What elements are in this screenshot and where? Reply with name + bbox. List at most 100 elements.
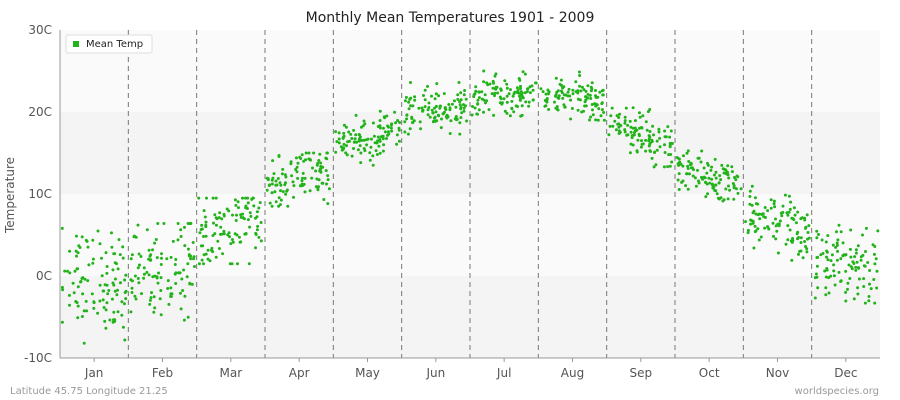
data-point (849, 255, 853, 259)
data-point (81, 276, 85, 280)
data-point (776, 251, 780, 255)
data-point (204, 223, 208, 227)
data-point (208, 259, 212, 263)
data-point (430, 94, 433, 98)
data-point (869, 287, 873, 291)
data-point (817, 233, 820, 236)
data-point (151, 275, 155, 279)
data-point (68, 271, 72, 275)
data-point (211, 196, 215, 200)
data-point (325, 182, 328, 186)
data-point (406, 132, 410, 136)
data-point (334, 150, 338, 154)
data-point (722, 171, 726, 175)
data-point (434, 104, 438, 108)
x-tick-label: Aug (561, 366, 584, 380)
data-point (448, 106, 452, 110)
data-point (588, 93, 592, 97)
data-point (75, 254, 78, 258)
data-point (861, 233, 864, 237)
data-point (727, 176, 731, 180)
data-point (419, 127, 423, 131)
data-point (539, 87, 543, 91)
data-point (166, 287, 170, 290)
data-point (317, 159, 321, 162)
data-point (347, 130, 351, 134)
data-point (805, 247, 809, 251)
data-point (854, 248, 858, 252)
data-point (652, 165, 656, 169)
data-point (836, 238, 840, 242)
data-point (155, 276, 159, 280)
data-point (192, 255, 196, 259)
data-point (789, 200, 793, 204)
data-point (650, 138, 654, 142)
y-tick-label: 30C (28, 23, 52, 37)
data-point (366, 137, 370, 141)
data-point (156, 281, 160, 285)
data-point (857, 277, 861, 281)
x-tick-label: Oct (699, 366, 720, 380)
data-point (623, 121, 627, 125)
data-point (344, 151, 348, 155)
data-point (153, 306, 157, 310)
data-point (423, 88, 427, 92)
y-axis-label: Temperature (3, 157, 17, 234)
data-point (846, 287, 849, 291)
data-point (647, 139, 651, 143)
data-point (805, 213, 809, 217)
data-point (566, 94, 570, 98)
data-point (663, 151, 667, 154)
data-point (744, 220, 747, 224)
data-point (518, 94, 521, 98)
data-point (295, 170, 299, 174)
data-point (631, 106, 635, 110)
data-point (120, 313, 124, 317)
data-point (117, 238, 121, 242)
data-point (480, 90, 484, 94)
data-point (405, 113, 409, 117)
data-point (426, 113, 430, 117)
data-point (84, 299, 88, 303)
data-point (371, 121, 375, 125)
data-point (657, 130, 661, 134)
data-point (688, 172, 691, 176)
data-point (477, 96, 481, 100)
data-point (315, 163, 319, 167)
data-point (133, 274, 137, 278)
data-point (362, 138, 366, 142)
data-point (774, 217, 777, 221)
data-point (707, 176, 711, 180)
data-point (133, 294, 137, 298)
data-point (423, 105, 427, 109)
data-point (198, 231, 202, 235)
data-point (640, 126, 644, 130)
data-point (724, 187, 728, 191)
data-point (714, 170, 718, 174)
data-point (74, 249, 78, 253)
data-point (477, 108, 481, 112)
data-point (408, 97, 412, 101)
data-point (358, 135, 362, 139)
data-point (459, 98, 463, 102)
data-point (60, 320, 64, 324)
legend-swatch (73, 41, 79, 47)
data-point (792, 206, 796, 210)
data-point (255, 210, 259, 214)
data-point (348, 139, 351, 143)
data-point (91, 257, 95, 261)
data-point (383, 130, 387, 134)
data-point (278, 203, 282, 207)
data-point (667, 153, 671, 157)
data-point (801, 256, 805, 260)
data-point (445, 116, 449, 120)
data-point (640, 139, 643, 143)
data-point (116, 267, 120, 271)
data-point (798, 249, 802, 253)
data-point (423, 98, 427, 102)
data-point (854, 265, 858, 269)
data-point (324, 169, 328, 173)
data-point (385, 137, 388, 140)
data-point (279, 198, 283, 202)
data-point (342, 131, 346, 135)
